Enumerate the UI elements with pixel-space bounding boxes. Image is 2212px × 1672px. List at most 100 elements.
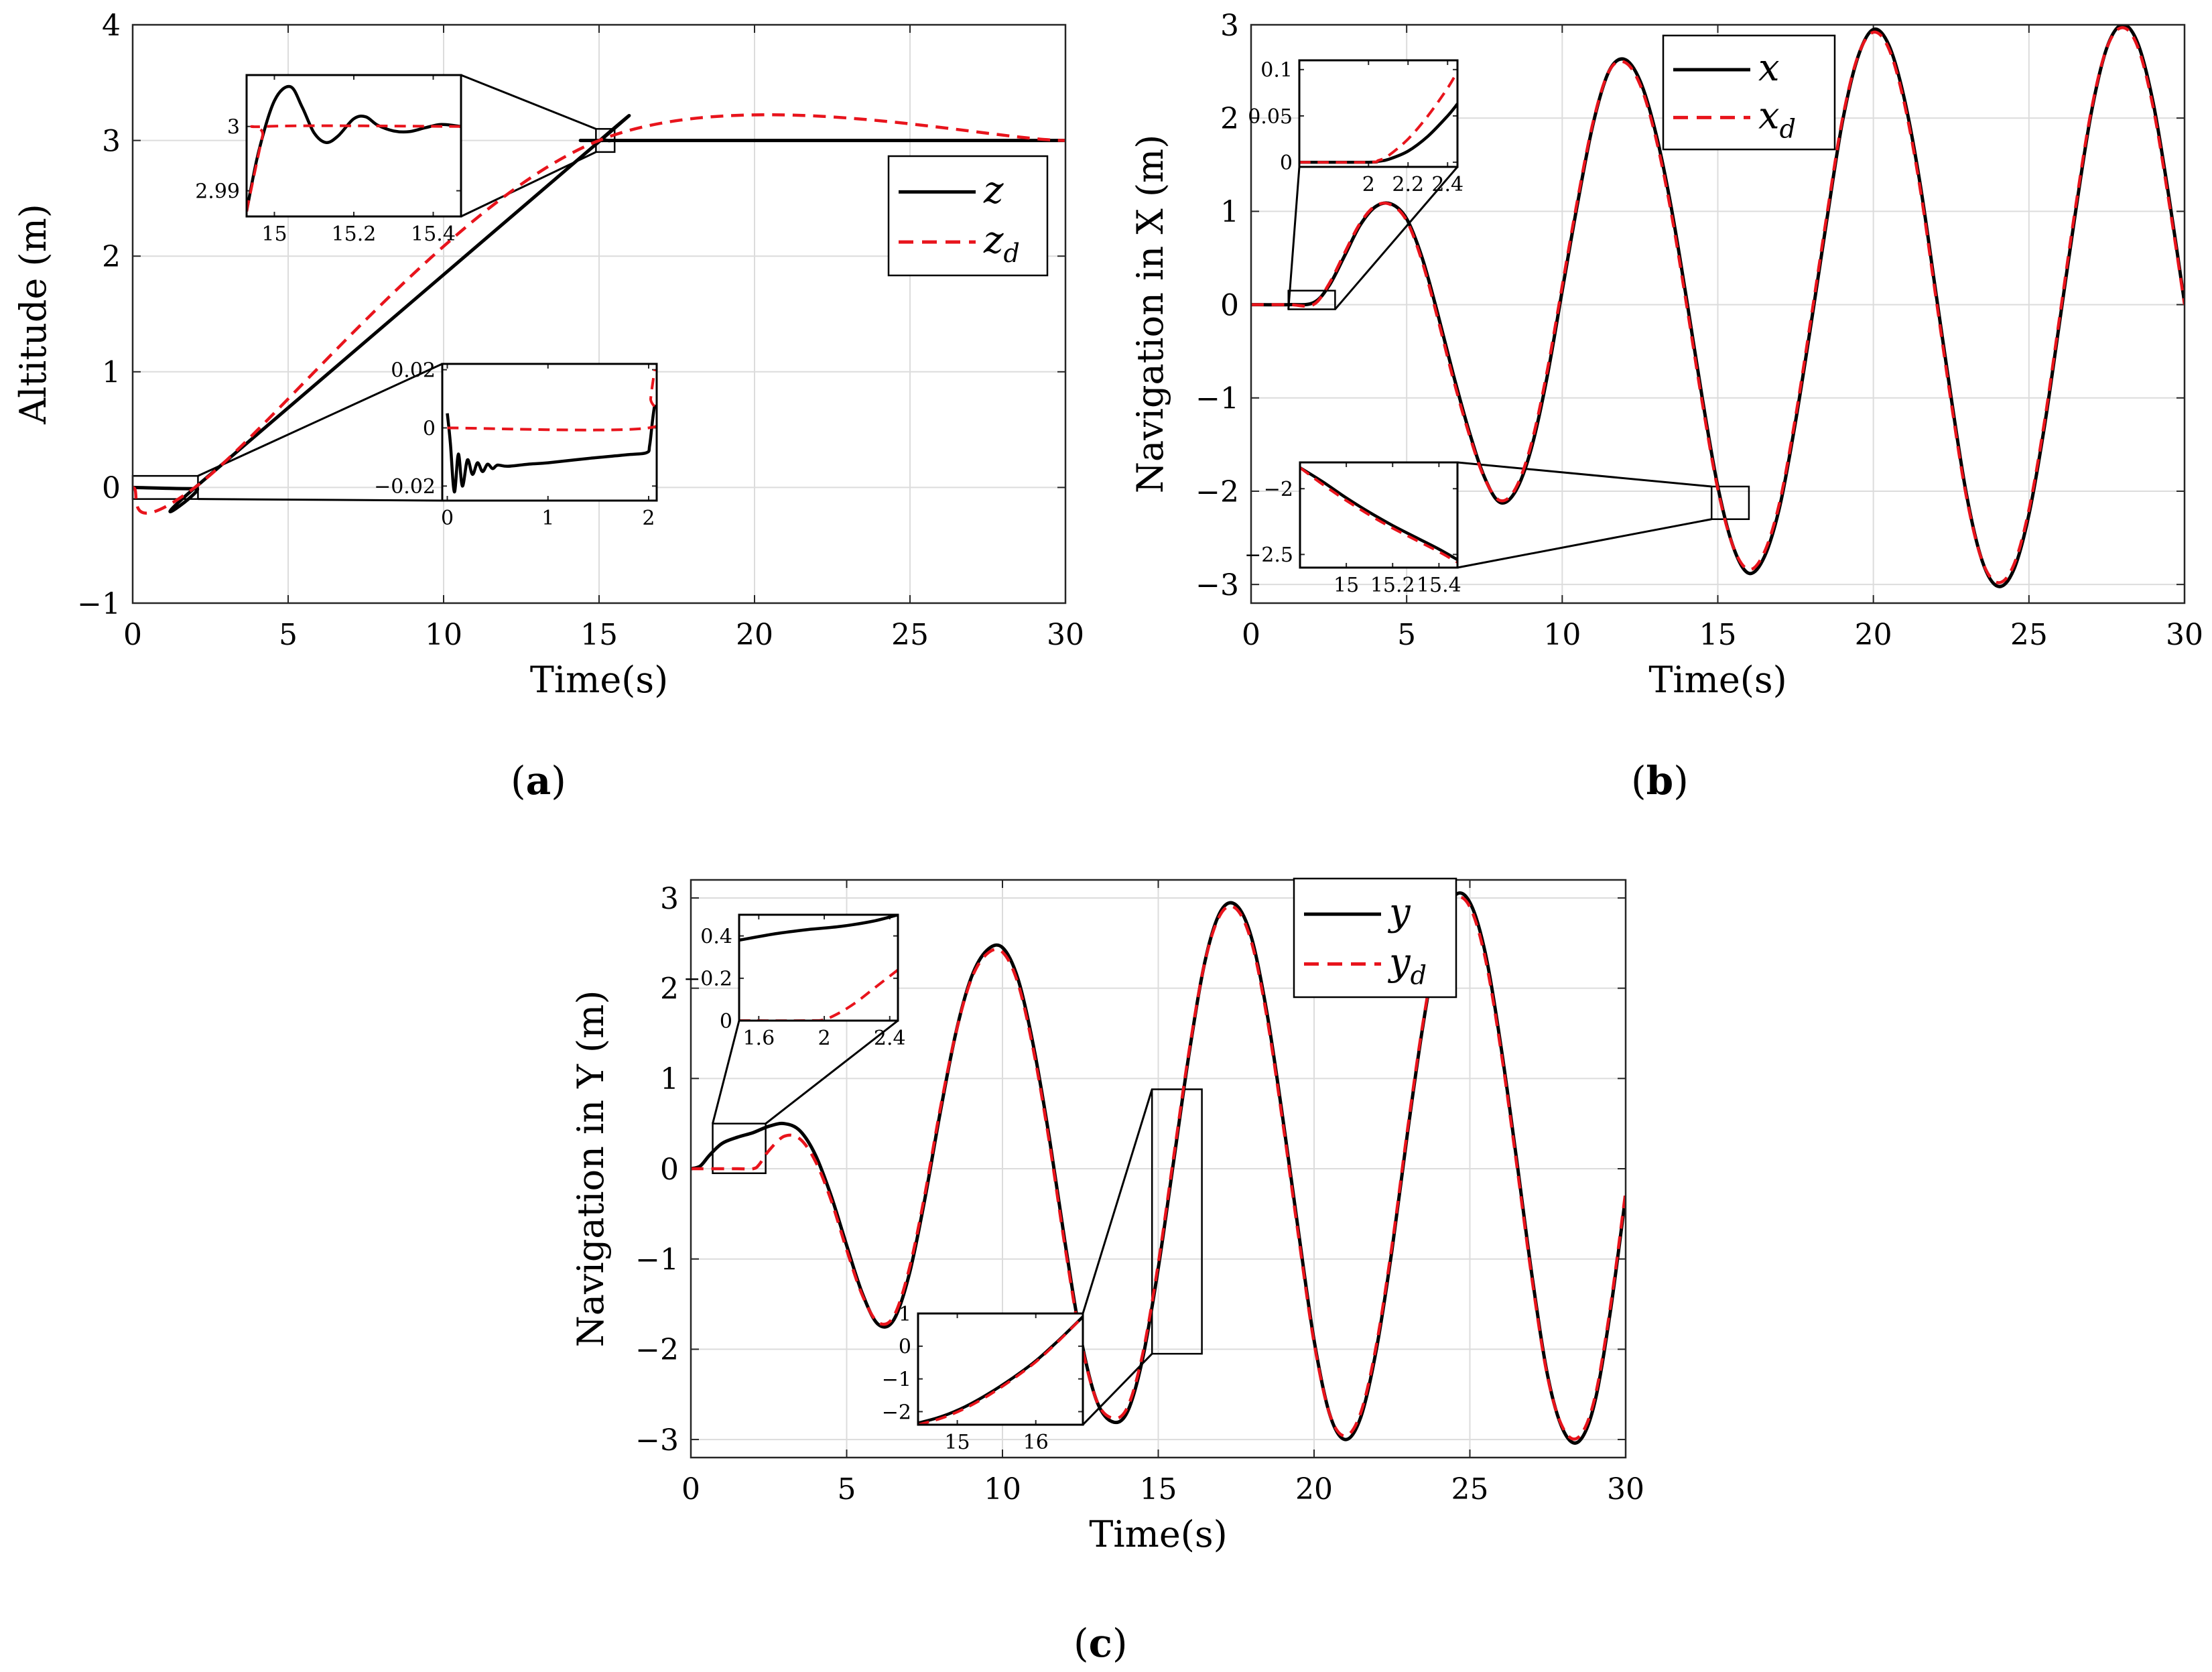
panel-c-legend: yyd xyxy=(1293,877,1457,999)
panel-a-series-z-d xyxy=(133,113,1065,515)
inset-b-top-ytick-label: 0 xyxy=(1280,151,1293,175)
panel-label-c-text: c xyxy=(1088,1620,1112,1666)
zoom-connector xyxy=(712,1020,740,1124)
inset-b-top-plot-bg xyxy=(1299,60,1457,167)
panel-label-b-text: b xyxy=(1646,758,1674,803)
panel-c-ytick-label: −2 xyxy=(635,1333,679,1367)
zoom-connector xyxy=(197,363,443,477)
inset-a-top-series-z-d xyxy=(247,124,461,212)
inset-c-top: 1.6 2 2.4 0 −0.2 0.4 xyxy=(684,913,906,1050)
panel-b-ylabel: Navigation in X (m) xyxy=(1129,135,1171,494)
inset-a-top-series-z xyxy=(247,84,461,212)
inset-c-top-xtick-label: 2 xyxy=(818,1027,831,1050)
panel-b-xtick-label: 0 xyxy=(1242,618,1260,652)
inset-c-bottom-plot-bg xyxy=(918,1313,1083,1425)
inset-c-bottom-xtick-label: 16 xyxy=(1023,1431,1049,1454)
zoom-connector xyxy=(1457,518,1712,569)
panel-b-ytick-label: −2 xyxy=(1195,475,1239,509)
legend-box xyxy=(887,155,1049,277)
inset-b-top-ytick-label: 0.05 xyxy=(1248,105,1293,129)
panel-b-chart: 0 5 10 15 20 25 30−3−2−10123Time(s)Navigation … xyxy=(1129,9,2203,701)
inset-c-bottom-ytick-label: −1 xyxy=(882,1368,911,1391)
inset-frame xyxy=(1298,59,1459,168)
inset-a-bottom-ytick-label: 0.02 xyxy=(391,359,436,382)
panel-b-ytick-label: 0 xyxy=(1220,288,1239,322)
panel-a-ytick-label: 0 xyxy=(102,471,121,505)
panel-b-xtick-label: 15 xyxy=(1699,618,1737,652)
inset-c-top-series-y-d xyxy=(739,968,898,1021)
zoom-source-box xyxy=(1710,485,1750,520)
inset-c-bottom-ytick-label: 1 xyxy=(899,1303,911,1326)
panel-c-chart: 0 5 10 15 20 25 30−3−2−10123Time(s)Navigation … xyxy=(570,877,1644,1555)
legend-label: y xyxy=(1387,891,1411,934)
panel-b-xtick-label: 25 xyxy=(2010,618,2048,652)
panel-a-xtick-label: 25 xyxy=(891,618,929,652)
inset-b-top-ytick-label: 0.1 xyxy=(1260,59,1293,82)
legend-box xyxy=(1293,877,1457,999)
panel-a-xtick-label: 30 xyxy=(1047,618,1084,652)
legend-label-sub: d xyxy=(1004,239,1020,268)
inset-frame xyxy=(1299,461,1459,569)
panel-c-ylabel: Navigation in Y (m) xyxy=(570,990,612,1348)
inset-a-top: 15 15.2 15.4 2.99 3 xyxy=(195,74,462,246)
inset-a-bottom-xtick-label: 1 xyxy=(541,507,554,530)
inset-c-bottom: 15 16 −2 −1 0 1 xyxy=(882,1303,1084,1454)
panel-c-series-y-d xyxy=(691,895,1626,1441)
panel-b-ytick-label: 3 xyxy=(1220,9,1239,43)
legend-label: z xyxy=(983,168,1004,212)
inset-b-top-series-x xyxy=(1299,103,1457,164)
panel-c-ytick-label: 0 xyxy=(660,1153,679,1187)
panel-a-ylabel: Altitude (m) xyxy=(12,204,54,425)
panel-a-xtick-label: 5 xyxy=(279,618,298,652)
inset-b-top-series-x-d xyxy=(1299,70,1457,164)
panel-a-ytick-label: 3 xyxy=(102,124,121,158)
zoom-connector xyxy=(765,1019,899,1124)
inset-b-top: 2 2.2 2.4 0 0.05 0.1 xyxy=(1248,59,1463,196)
panel-b-xlabel: Time(s) xyxy=(1648,659,1786,701)
panel-a-legend: z zd xyxy=(887,155,1049,277)
panel-c-xtick-label: 20 xyxy=(1295,1472,1333,1506)
panel-label-a-text: a xyxy=(525,758,551,803)
inset-b-bottom-ytick-label: −2.5 xyxy=(1244,543,1293,567)
panel-c-ytick-label: −3 xyxy=(635,1423,679,1458)
panel-b-xtick-label: 20 xyxy=(1855,618,1892,652)
inset-b-bottom-xtick-label: 15.2 xyxy=(1370,574,1415,597)
inset-c-top-ytick-label: 0 xyxy=(720,1010,732,1033)
inset-c-bottom-xtick-label: 15 xyxy=(944,1431,970,1454)
panel-a-ytick-label: 4 xyxy=(102,9,121,43)
panel-c-xtick-label: 0 xyxy=(681,1472,700,1506)
inset-c-top-plot-bg xyxy=(739,915,898,1021)
inset-b-bottom-ytick-label: −2 xyxy=(1264,478,1293,501)
inset-a-bottom-xtick-label: 0 xyxy=(441,507,454,530)
inset-a-bottom-xtick-label: 2 xyxy=(642,507,655,530)
inset-a-bottom-ytick-label: 0 xyxy=(423,417,436,440)
panel-b-xtick-label: 30 xyxy=(2166,618,2203,652)
legend-label-sub: d xyxy=(1411,960,1427,990)
zoom-connector xyxy=(1082,1089,1153,1314)
inset-c-bottom-ytick-label: −2 xyxy=(882,1401,911,1424)
zoom-connector xyxy=(460,74,596,130)
panel-a-ytick-label: 1 xyxy=(102,356,121,390)
panel-label-c: (c) xyxy=(1074,1620,1128,1666)
zoom-connector xyxy=(1457,461,1712,488)
inset-b-bottom-series-x xyxy=(1300,466,1457,562)
inset-c-bottom-ytick-label: 0 xyxy=(899,1336,911,1359)
panel-a-ytick-label: −1 xyxy=(77,587,121,621)
panel-c-xlabel: Time(s) xyxy=(1089,1513,1227,1555)
panel-a-axes-frame xyxy=(131,23,1067,604)
inset-a-top-plot-bg xyxy=(247,75,461,216)
panel-a-xtick-label: 15 xyxy=(580,618,618,652)
panel-label-b: (b) xyxy=(1631,758,1689,803)
inset-frame xyxy=(738,913,899,1022)
zoom-connector xyxy=(1287,166,1301,310)
panel-b-legend: xxd xyxy=(1662,34,1836,151)
inset-c-bottom-series-y-d xyxy=(918,1315,1083,1425)
inset-frame xyxy=(917,1312,1084,1426)
inset-frame xyxy=(441,363,658,502)
panel-label-a: (a) xyxy=(511,758,566,803)
inset-b-bottom: 15 15.2 15.4 −2.5 −2 xyxy=(1244,461,1461,597)
inset-c-top-xtick-label: 2.4 xyxy=(874,1027,906,1050)
